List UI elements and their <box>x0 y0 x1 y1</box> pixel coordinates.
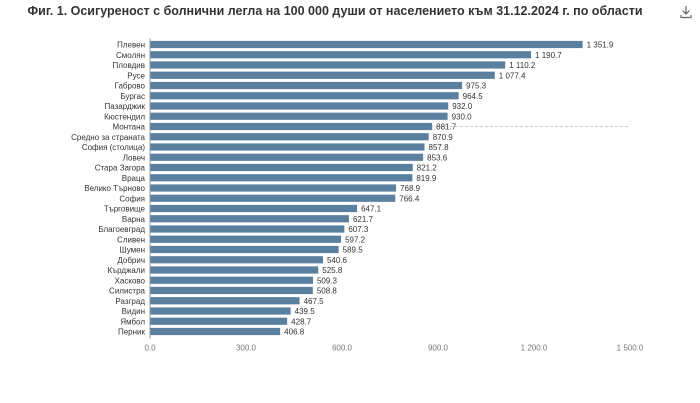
bar[interactable] <box>150 317 288 325</box>
value-label: 509.3 <box>317 276 338 285</box>
bar[interactable] <box>150 153 424 161</box>
value-label: 439.5 <box>295 307 316 316</box>
value-label: 930.0 <box>452 112 473 121</box>
axis-layer: Плевен 1 351.9 Смолян 1 190.7 Пловдив 1 110.2… <box>71 38 644 353</box>
value-label: 857.8 <box>429 143 450 152</box>
bar[interactable] <box>150 143 425 151</box>
value-label: 607.3 <box>348 225 369 234</box>
bar[interactable] <box>150 225 345 233</box>
bar[interactable] <box>150 81 463 90</box>
category-label: Търговище <box>104 205 146 214</box>
category-label: Габрово <box>115 82 146 91</box>
value-label: 540.6 <box>327 256 348 265</box>
value-label: 853.6 <box>427 153 448 162</box>
download-icon[interactable] <box>679 5 693 19</box>
category-label: Велико Търново <box>84 184 145 193</box>
category-label: София (столица) <box>82 143 146 152</box>
category-label: Пловдив <box>112 61 145 70</box>
x-tick-label: 0.0 <box>144 344 156 353</box>
value-label: 1 351.9 <box>587 41 614 50</box>
bar[interactable] <box>150 102 449 110</box>
bar[interactable] <box>150 184 397 192</box>
category-label: Плевен <box>117 41 145 50</box>
value-label: 621.7 <box>353 215 374 224</box>
value-label: 819.9 <box>416 174 437 183</box>
category-label: Ловеч <box>123 153 145 162</box>
value-label: 406.8 <box>284 328 305 337</box>
value-label: 597.2 <box>345 235 366 244</box>
category-label: Силистра <box>109 287 145 296</box>
bar[interactable] <box>150 71 495 79</box>
x-tick-label: 300.0 <box>236 344 257 353</box>
value-label: 589.5 <box>343 246 364 255</box>
category-label: Варна <box>122 215 146 224</box>
category-label: Ямбол <box>120 317 145 326</box>
value-label: 932.0 <box>452 102 473 111</box>
bar[interactable] <box>150 307 291 315</box>
bar[interactable] <box>150 133 429 141</box>
value-label: 766.4 <box>399 194 420 203</box>
value-label: 975.3 <box>466 82 487 91</box>
category-label: Шумен <box>119 246 145 255</box>
value-label: 1 190.7 <box>535 51 562 60</box>
bar[interactable] <box>150 204 358 213</box>
bar[interactable] <box>150 297 300 305</box>
bar[interactable] <box>150 276 313 284</box>
bar[interactable] <box>150 215 349 223</box>
value-label: 525.8 <box>322 266 343 275</box>
category-label: Средно за страната <box>71 133 145 142</box>
bar[interactable] <box>150 61 506 69</box>
x-tick-label: 1 500.0 <box>617 344 644 353</box>
value-label: 881.7 <box>436 123 457 132</box>
x-tick-label: 1 200.0 <box>521 344 548 353</box>
bar[interactable] <box>150 174 413 182</box>
bar[interactable] <box>150 256 323 264</box>
category-label: Разград <box>115 297 145 306</box>
bar[interactable] <box>150 245 339 254</box>
bar[interactable] <box>150 163 413 172</box>
value-label: 647.1 <box>361 205 382 214</box>
category-label: Бургас <box>120 92 145 101</box>
category-label: Сливен <box>117 235 145 244</box>
category-label: Монтана <box>112 123 145 132</box>
value-label: 964.5 <box>463 92 484 101</box>
bar[interactable] <box>150 40 583 49</box>
chart-title: Фиг. 1. Осигуреност с болнични легла на … <box>27 4 643 18</box>
category-label: Добрич <box>117 256 145 265</box>
category-label: София <box>119 194 145 203</box>
bar[interactable] <box>150 286 313 295</box>
bar[interactable] <box>150 122 433 131</box>
category-label: Пазарджик <box>105 102 146 111</box>
category-label: Перник <box>118 328 146 337</box>
category-label: Враца <box>122 174 146 183</box>
value-label: 467.5 <box>304 297 325 306</box>
bar[interactable] <box>150 112 448 120</box>
bar[interactable] <box>150 92 459 100</box>
bars-layer <box>150 40 583 336</box>
category-label: Видин <box>122 307 145 316</box>
bar[interactable] <box>150 51 532 59</box>
category-label: Кърджали <box>107 266 145 275</box>
value-label: 821.2 <box>417 164 438 173</box>
bar[interactable] <box>150 327 281 336</box>
bar[interactable] <box>150 194 396 202</box>
download-icon-graphic <box>680 6 692 19</box>
bar[interactable] <box>150 266 319 274</box>
value-label: 428.7 <box>291 317 312 326</box>
category-label: Стара Загора <box>95 164 146 173</box>
value-label: 1 110.2 <box>509 61 536 70</box>
bar[interactable] <box>150 235 342 243</box>
category-label: Кюстендил <box>104 112 145 121</box>
category-label: Благоевград <box>98 225 145 234</box>
value-label: 768.9 <box>400 184 421 193</box>
value-label: 1 077.4 <box>499 71 526 80</box>
value-label: 508.8 <box>317 287 338 296</box>
value-label: 870.9 <box>433 133 454 142</box>
category-label: Русе <box>127 71 145 80</box>
x-tick-label: 600.0 <box>332 344 353 353</box>
category-label: Хасково <box>115 276 146 285</box>
x-tick-label: 900.0 <box>428 344 449 353</box>
category-label: Смолян <box>116 51 145 60</box>
